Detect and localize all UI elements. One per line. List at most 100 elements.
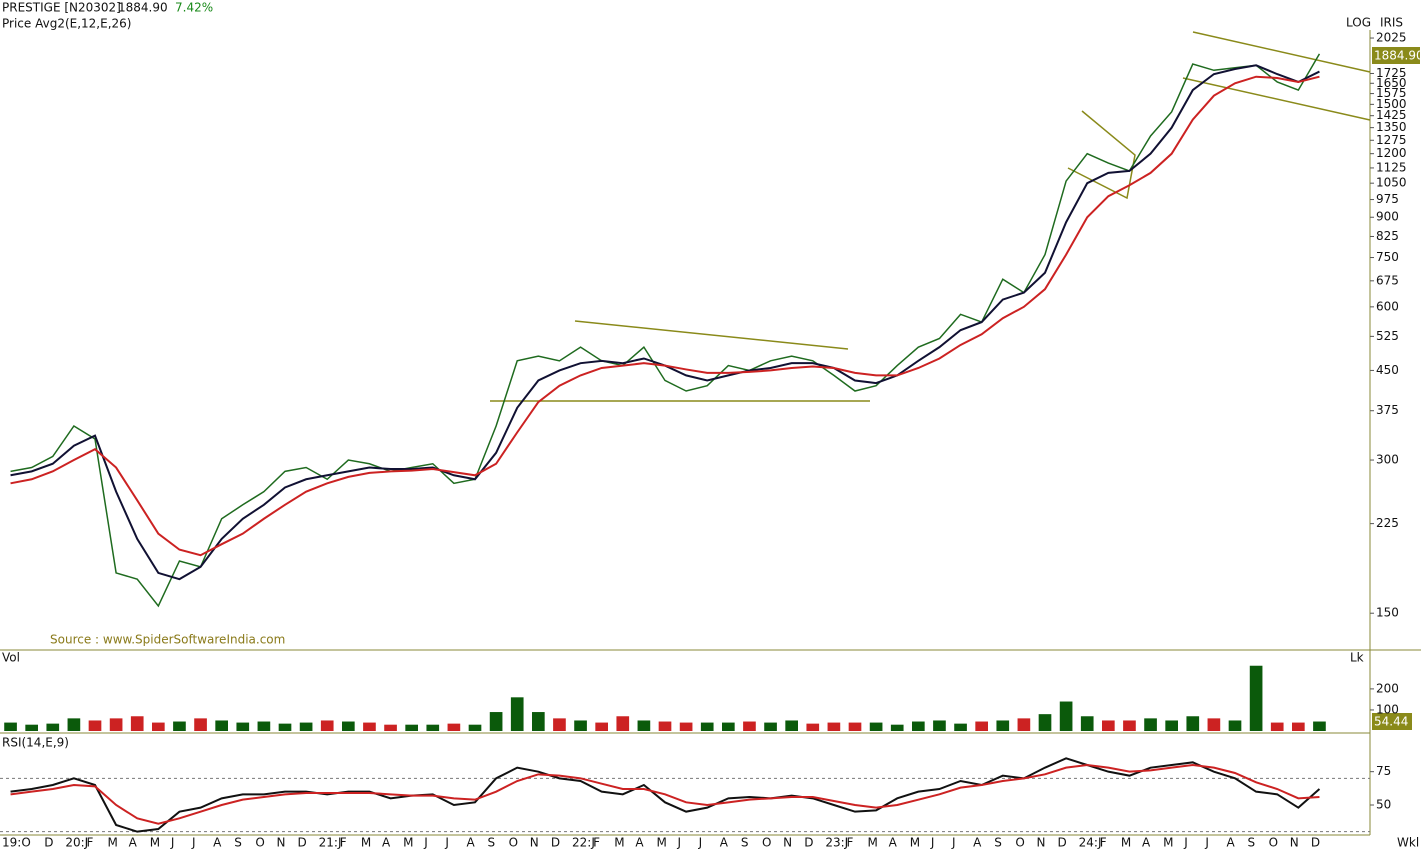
y-tick-label: 375 [1376, 403, 1399, 417]
x-tick-label: J [698, 836, 703, 850]
x-tick-label: O [762, 836, 771, 850]
period-label: Wkl [1397, 836, 1419, 850]
y-tick-label: 75 [1376, 764, 1391, 778]
volume-tag: 54.44 [1374, 715, 1408, 729]
x-tick-label: A [635, 836, 644, 850]
x-tick-label: 21:J [319, 836, 342, 850]
y-tick-label: 825 [1376, 229, 1399, 243]
trendline [1192, 31, 1371, 73]
x-tick-label: N [530, 836, 539, 850]
volume-bar [46, 723, 60, 731]
volume-bar [152, 722, 165, 731]
y-tick-label: 1200 [1376, 146, 1407, 160]
price-line [10, 75, 1320, 557]
volume-bar [869, 722, 883, 731]
volume-bar [700, 722, 714, 731]
x-tick-label: N [783, 836, 792, 850]
volume-bar [975, 721, 988, 731]
volume-bar [658, 721, 672, 731]
volume-bar [912, 721, 925, 731]
volume-bar [785, 720, 798, 731]
volume-bar [363, 722, 376, 731]
x-tick-label: M [1121, 836, 1131, 850]
x-tick-label: D [1311, 836, 1320, 850]
volume-title: Vol [2, 651, 20, 665]
y-tick-label: 100 [1376, 702, 1399, 716]
x-tick-label: F [846, 836, 853, 850]
x-tick-label: O [255, 836, 264, 850]
volume-bar [194, 718, 207, 731]
x-tick-label: F [340, 836, 347, 850]
volume-bar [257, 721, 271, 731]
x-tick-label: 20:J [65, 836, 88, 850]
volume-bar [1207, 718, 1221, 731]
x-tick-label: A [1142, 836, 1151, 850]
volume-bar [1292, 722, 1305, 731]
volume-bar [722, 722, 735, 731]
y-tick-label: 1050 [1376, 176, 1407, 190]
y-tick-label: 1350 [1376, 120, 1407, 134]
volume-bar [1249, 665, 1263, 731]
y-tick-label: 900 [1376, 210, 1399, 224]
rsi-line [10, 757, 1321, 833]
x-tick-label: J [677, 836, 682, 850]
volume-bar [827, 722, 841, 731]
volume-bar [954, 723, 967, 731]
volume-bar [278, 723, 292, 731]
y-tick-label: 225 [1376, 516, 1399, 530]
y-tick-label: 600 [1376, 299, 1399, 313]
y-tick-label: 300 [1376, 453, 1399, 467]
volume-bar [1123, 720, 1136, 731]
y-tick-label: 1425 [1376, 108, 1407, 122]
volume-bar [67, 718, 81, 731]
indicator-label: Price Avg2(E,12,E,26) [2, 17, 131, 31]
x-tick-label: J [930, 836, 935, 850]
y-tick-label: 525 [1376, 329, 1399, 343]
volume-bar [468, 724, 482, 731]
price-line [10, 53, 1321, 608]
x-tick-label: F [86, 836, 93, 850]
x-tick-label: J [170, 836, 175, 850]
y-tick-label: 50 [1376, 798, 1391, 812]
x-tick-label: 23:J [825, 836, 848, 850]
volume-bar [173, 721, 186, 731]
volume-bar [405, 724, 418, 731]
volume-bar [1186, 716, 1200, 731]
vendor-label: IRIS [1380, 16, 1403, 30]
x-tick-label: M [403, 836, 413, 850]
y-tick-label: 1575 [1376, 86, 1407, 100]
volume-bar [616, 716, 630, 731]
volume-bar [890, 724, 904, 731]
x-tick-label: S [234, 836, 242, 850]
x-tick-label: 22:J [572, 836, 595, 850]
x-tick-label: M [614, 836, 624, 850]
volume-bar [743, 721, 756, 731]
x-tick-label: S [741, 836, 749, 850]
x-tick-label: A [466, 836, 475, 850]
x-tick-label: M [1163, 836, 1173, 850]
volume-bar [426, 724, 440, 731]
volume-bar [489, 712, 503, 731]
x-tick-label: D [551, 836, 560, 850]
volume-bar [848, 722, 862, 731]
x-tick-label: N [1290, 836, 1299, 850]
x-tick-label: J [1204, 836, 1209, 850]
volume-bar [1017, 718, 1031, 731]
y-tick-label: 1125 [1376, 160, 1407, 174]
volume-bar [25, 724, 38, 731]
volume-unit: Lk [1350, 651, 1364, 665]
x-tick-label: J [951, 836, 956, 850]
source: Source : www.SpiderSoftwareIndia.com [50, 633, 285, 647]
x-tick-label: N [1036, 836, 1045, 850]
volume-bar [510, 697, 524, 731]
volume-bar [637, 720, 651, 731]
volume-bar [1144, 718, 1157, 731]
x-tick-label: S [488, 836, 496, 850]
x-tick-label: J [423, 836, 428, 850]
x-tick-label: F [593, 836, 600, 850]
volume-bar [236, 722, 250, 731]
x-tick-label: M [910, 836, 920, 850]
volume-bar [88, 720, 102, 731]
